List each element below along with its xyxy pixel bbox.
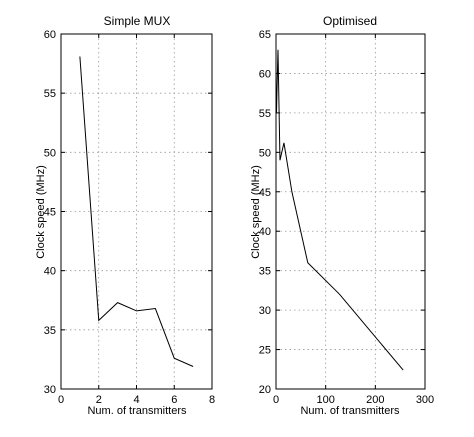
y-tick-label: 50 bbox=[259, 147, 271, 159]
series-line bbox=[276, 49, 404, 371]
x-tick-label: 8 bbox=[209, 394, 215, 406]
x-axis-label: Num. of transmitters bbox=[300, 405, 400, 417]
y-tick-label: 40 bbox=[44, 266, 56, 278]
x-tick-label: 100 bbox=[316, 394, 334, 406]
y-tick-label: 60 bbox=[259, 68, 271, 80]
y-tick-label: 35 bbox=[259, 266, 271, 278]
y-tick-label: 20 bbox=[259, 384, 271, 396]
y-tick-label: 55 bbox=[259, 108, 271, 120]
y-tick-label: 50 bbox=[44, 147, 56, 159]
x-tick-label: 4 bbox=[133, 394, 139, 406]
x-tick-label: 2 bbox=[96, 394, 102, 406]
y-tick-label: 55 bbox=[44, 88, 56, 100]
y-axis-label: Clock speed (MHz) bbox=[250, 165, 262, 259]
y-tick-label: 40 bbox=[259, 226, 271, 238]
y-tick-label: 65 bbox=[259, 29, 271, 41]
chart-title: Optimised bbox=[323, 14, 377, 28]
x-tick-label: 300 bbox=[416, 394, 434, 406]
x-tick-label: 0 bbox=[273, 394, 279, 406]
y-tick-label: 60 bbox=[44, 29, 56, 41]
series-line bbox=[79, 56, 194, 367]
y-tick-label: 30 bbox=[259, 305, 271, 317]
y-tick-label: 35 bbox=[44, 325, 56, 337]
chart-panel-optimised: Optimised Num. of transmitters Clock spe… bbox=[250, 14, 434, 417]
y-tick-label: 25 bbox=[259, 345, 271, 357]
x-tick-label: 200 bbox=[366, 394, 384, 406]
x-tick-label: 0 bbox=[58, 394, 64, 406]
y-tick-label: 45 bbox=[44, 207, 56, 219]
x-axis-label: Num. of transmitters bbox=[87, 405, 187, 417]
plot-frame bbox=[275, 33, 426, 390]
chart-title: Simple MUX bbox=[104, 14, 171, 28]
y-tick-label: 45 bbox=[259, 187, 271, 199]
y-tick-label: 30 bbox=[44, 384, 56, 396]
chart-panel-simple-mux: Simple MUX Num. of transmitters Clock sp… bbox=[35, 14, 215, 417]
x-tick-label: 6 bbox=[171, 394, 177, 406]
y-axis-label: Clock speed (MHz) bbox=[35, 165, 47, 259]
